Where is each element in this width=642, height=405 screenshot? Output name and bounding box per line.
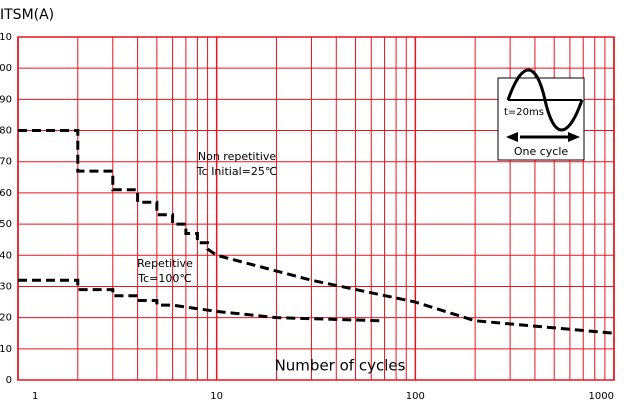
x-tick-label: 1000 xyxy=(589,391,614,402)
y-tick-label: 40 xyxy=(0,250,12,261)
inset-caption: One cycle xyxy=(514,145,569,158)
inset-label: t=20ms xyxy=(504,107,544,118)
annotation: Non repetitive xyxy=(198,150,276,163)
x-tick-label: 1 xyxy=(32,391,38,402)
annotation: Repetitive xyxy=(137,257,193,270)
y-tick-label: 80 xyxy=(0,126,12,137)
x-axis-label: Number of cycles xyxy=(275,357,406,375)
y-tick-label: 110 xyxy=(0,32,12,43)
inset: t=20ms One cycle xyxy=(497,68,585,161)
arrow-head xyxy=(568,132,580,142)
y-axis-label: ITSM(A) xyxy=(0,7,54,23)
annotation: Tc Initial=25℃ xyxy=(196,165,277,178)
series-line xyxy=(18,129,615,335)
x-tick-label: 100 xyxy=(406,391,425,402)
annotation: Tc=100℃ xyxy=(137,272,191,285)
y-tick-label: 20 xyxy=(0,313,12,324)
y-tick-label: 90 xyxy=(0,94,12,105)
series-line xyxy=(18,278,381,323)
y-tick-label: 50 xyxy=(0,219,12,230)
y-tick-label: 30 xyxy=(0,281,12,292)
y-tick-label: 100 xyxy=(0,63,12,74)
arrow-head xyxy=(506,132,518,142)
y-tick-label: 70 xyxy=(0,157,12,168)
x-tick-label: 10 xyxy=(210,391,223,402)
y-tick-label: 60 xyxy=(0,188,12,199)
y-tick-label: 10 xyxy=(0,344,12,355)
y-tick-label: 0 xyxy=(6,375,12,386)
plot-frame xyxy=(17,36,615,381)
